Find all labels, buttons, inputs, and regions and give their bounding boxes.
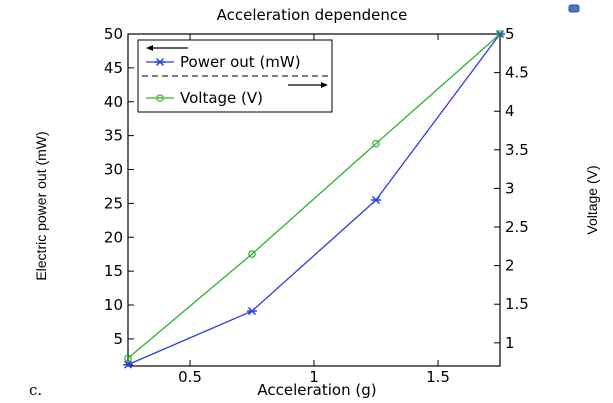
marker-stroke xyxy=(371,195,381,205)
marker-stroke xyxy=(247,307,257,316)
y-left-tick-label: 20 xyxy=(104,228,123,246)
series-1-point xyxy=(123,360,133,369)
marker-stroke xyxy=(155,57,165,67)
series-2-point xyxy=(248,250,256,258)
series-1-point xyxy=(371,195,381,205)
y-right-tick-label: 1.5 xyxy=(505,295,529,313)
marker-stroke xyxy=(123,360,133,369)
legend-arrowhead-right xyxy=(321,82,328,88)
x-tick-label: 1 xyxy=(309,368,319,386)
chart-title: Acceleration dependence xyxy=(217,6,408,24)
y-right-tick-label: 4.5 xyxy=(505,64,529,82)
plot-area: 0.5 1 1.5 5 10 15 20 25 30 35 40 45 50 1 1.5 2 2.5 3 3.5 4 4… xyxy=(104,25,529,386)
y-right-tick-label: 2.5 xyxy=(505,218,529,236)
legend-label-2: Voltage (V) xyxy=(180,89,263,107)
y-left-tick-label: 15 xyxy=(104,262,123,280)
y-left-tick-label: 35 xyxy=(104,127,123,145)
series-2-point xyxy=(372,139,380,148)
y-right-tick-label: 2 xyxy=(505,257,515,275)
series-line-2 xyxy=(127,33,501,359)
series-2-point xyxy=(124,354,132,363)
series-line-1 xyxy=(127,33,501,366)
y-left-tick-label: 10 xyxy=(104,296,123,314)
series-2-point xyxy=(496,30,504,38)
y-axis-left-label: Electric power out (mW) xyxy=(33,131,49,280)
y-right-tick-label: 4 xyxy=(505,102,515,120)
y-left-tick-label: 5 xyxy=(113,330,123,348)
settings-icon[interactable] xyxy=(568,4,580,13)
y-right-tick-label: 3.5 xyxy=(505,141,529,159)
y-right-tick-label: 1 xyxy=(505,334,515,352)
y-left-tick-label: 40 xyxy=(104,93,123,111)
y-left-tick-label: 25 xyxy=(104,194,123,212)
y-right-tick-label: 3 xyxy=(505,179,515,197)
y-axis-right-label: Voltage (V) xyxy=(584,165,600,234)
y-left-tick-label: 45 xyxy=(104,59,123,77)
corner-label: c. xyxy=(29,381,42,399)
y-left-tick-label: 30 xyxy=(104,161,123,179)
y-right-tick-label: 5 xyxy=(505,25,515,43)
series-1-point xyxy=(247,307,257,316)
x-axis-label: Acceleration (g) xyxy=(257,381,376,399)
legend-marker-2 xyxy=(156,94,164,102)
legend-marker-1 xyxy=(155,57,165,67)
y-left-tick-label: 50 xyxy=(104,25,123,43)
legend-label-1: Power out (mW) xyxy=(180,53,301,71)
legend-arrowhead-left xyxy=(146,45,153,51)
legend: Power out (mW) Voltage (V) xyxy=(137,39,333,113)
x-tick-label: 0.5 xyxy=(178,368,202,386)
x-tick-label: 1.5 xyxy=(426,368,450,386)
